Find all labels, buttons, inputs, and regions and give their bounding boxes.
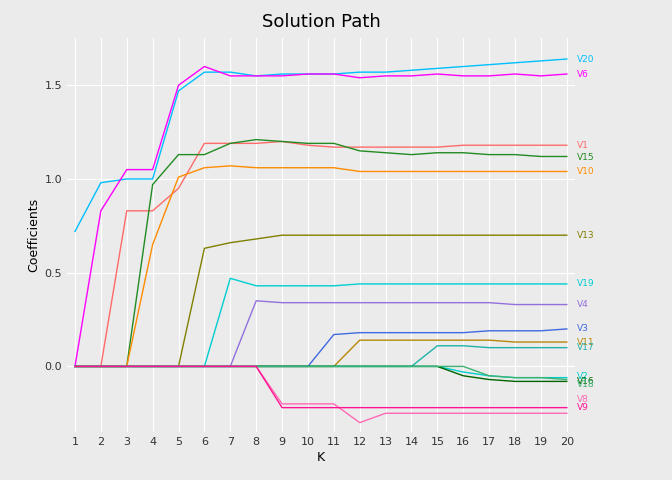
Text: V19: V19 (577, 279, 595, 288)
Title: Solution Path: Solution Path (261, 13, 380, 31)
Text: V15: V15 (577, 153, 595, 162)
Text: V13: V13 (577, 231, 595, 240)
Text: V3: V3 (577, 324, 589, 334)
Text: V20: V20 (577, 55, 595, 63)
Text: V2: V2 (577, 372, 589, 381)
Text: V6: V6 (577, 71, 589, 80)
Text: V18: V18 (577, 380, 595, 389)
Text: V17: V17 (577, 343, 595, 352)
Y-axis label: Coefficients: Coefficients (28, 198, 40, 272)
Text: V10: V10 (577, 167, 595, 176)
Text: V8: V8 (577, 395, 589, 404)
Text: V11: V11 (577, 337, 595, 347)
Text: V4: V4 (577, 300, 589, 309)
X-axis label: K: K (317, 451, 325, 464)
Text: V16: V16 (577, 377, 595, 386)
Text: V1: V1 (577, 141, 589, 150)
Text: V9: V9 (577, 403, 589, 412)
